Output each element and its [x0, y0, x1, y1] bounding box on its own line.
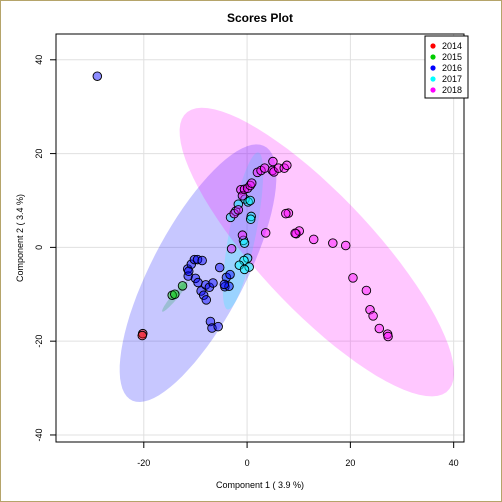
point-2018: [233, 205, 244, 215]
point-2017: [244, 262, 254, 272]
ellipse-2015: [162, 281, 188, 312]
point-2018: [348, 273, 358, 283]
point-2018: [237, 230, 248, 240]
ellipses: [119, 107, 454, 402]
legend-marker-2016: [430, 65, 436, 71]
point-2018: [328, 238, 338, 248]
point-2016: [183, 266, 194, 277]
x-tick-label: 0: [245, 458, 250, 468]
plot-area-border: [55, 33, 465, 443]
axes: -20 0 20 40 -40 -20 0 20 40: [34, 55, 459, 468]
point-2016: [197, 255, 207, 266]
y-tick-label: -20: [34, 335, 44, 348]
grid: [56, 34, 464, 442]
point-2017: [239, 264, 250, 275]
point-2018: [259, 163, 270, 173]
point-2014: [137, 330, 147, 341]
legend-label-2018: 2018: [442, 85, 462, 95]
y-axis-label: Component 2 ( 3.4 %): [15, 194, 25, 282]
point-2018: [281, 208, 291, 219]
point-2018: [290, 228, 300, 239]
point-2018: [246, 178, 257, 188]
point-2018: [340, 240, 351, 251]
x-tick-label: 40: [449, 458, 459, 468]
y-tick-label: 20: [34, 149, 44, 159]
point-2016: [214, 262, 225, 273]
point-2018: [268, 156, 278, 167]
point-2018: [368, 311, 378, 321]
point-2017: [239, 238, 250, 248]
x-tick-label: -20: [137, 458, 150, 468]
point-2016: [213, 321, 223, 332]
chart-title: Scores Plot: [227, 11, 293, 25]
legend-label-2014: 2014: [442, 41, 462, 51]
legend-label-2017: 2017: [442, 74, 462, 84]
data-points: [92, 71, 393, 342]
x-axis-label: Component 1 ( 3.9 %): [216, 480, 304, 490]
point-2016: [193, 277, 203, 288]
ellipse-2018: [179, 107, 454, 397]
point-2017: [245, 214, 256, 224]
point-2016: [208, 278, 218, 288]
point-2018: [282, 160, 292, 171]
point-2016: [92, 71, 103, 81]
point-2015: [170, 289, 180, 300]
y-tick-label: 0: [34, 245, 44, 250]
point-2016: [186, 259, 197, 270]
point-2016: [198, 290, 209, 300]
point-2018: [226, 244, 237, 254]
point-2016: [201, 295, 212, 305]
legend-label-2015: 2015: [442, 52, 462, 62]
point-2015: [177, 281, 188, 291]
point-2016: [219, 279, 230, 290]
point-2018: [383, 331, 393, 342]
legend-label-2016: 2016: [442, 63, 462, 73]
legend-marker-2017: [430, 76, 436, 82]
point-2016: [225, 269, 235, 280]
point-2018: [308, 234, 319, 245]
x-tick-label: 20: [345, 458, 355, 468]
legend-marker-2014: [430, 43, 436, 49]
legend-marker-2015: [430, 54, 436, 60]
point-2018: [260, 228, 271, 238]
point-2018: [361, 285, 372, 296]
legend-marker-2018: [430, 87, 436, 93]
point-2017: [225, 212, 236, 223]
point-2018: [279, 163, 290, 173]
y-tick-label: 40: [34, 55, 44, 65]
point-2017: [245, 195, 255, 206]
y-tick-label: -40: [34, 428, 44, 441]
point-2016: [189, 254, 200, 265]
point-2018: [374, 323, 385, 334]
